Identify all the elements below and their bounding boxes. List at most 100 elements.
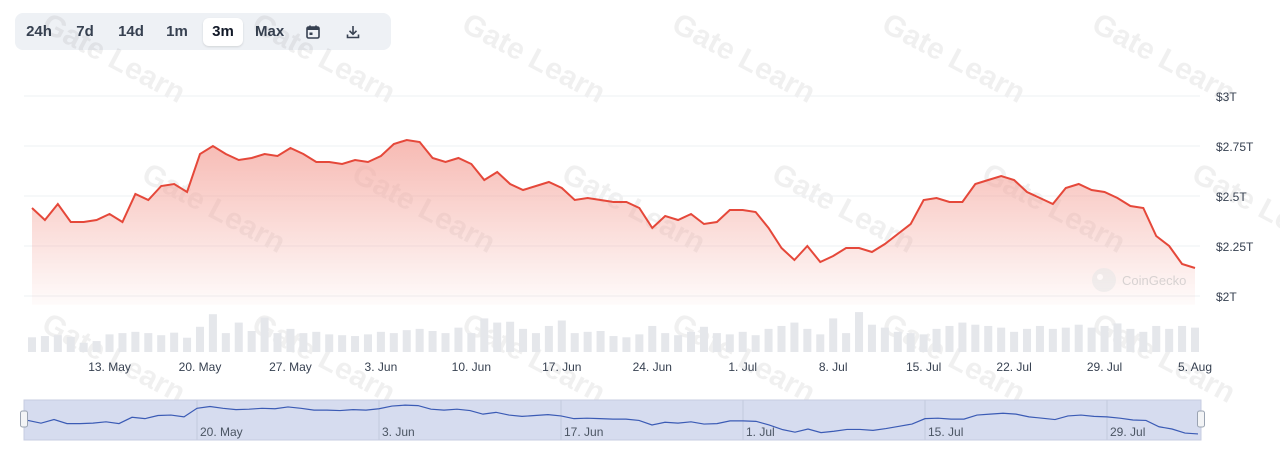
volume-bar xyxy=(906,333,915,352)
y-axis: $3T $2.75T $2.5T $2.25T $2T xyxy=(1216,90,1254,304)
volume-bar xyxy=(1126,328,1135,352)
volume-bar xyxy=(661,333,670,352)
volume-bar xyxy=(867,324,876,352)
volume-bar xyxy=(1087,327,1096,352)
volume-bar xyxy=(170,332,179,352)
watermark-text: Gate Learn xyxy=(37,7,191,110)
coingecko-label: CoinGecko xyxy=(1122,273,1186,288)
y-tick-label: $2.75T xyxy=(1216,140,1254,154)
x-tick-label: 8. Jul xyxy=(819,360,848,374)
navigator-tick-label: 20. May xyxy=(200,425,243,439)
y-tick-label: $2T xyxy=(1216,290,1237,304)
x-tick-label: 15. Jul xyxy=(906,360,941,374)
volume-bar xyxy=(402,330,411,352)
volume-bar xyxy=(338,335,347,352)
volume-bar xyxy=(531,333,540,352)
volume-bar xyxy=(299,333,308,352)
volume-layer xyxy=(27,312,1200,352)
volume-bar xyxy=(325,334,334,352)
navigator-handle-left[interactable] xyxy=(20,410,28,428)
timeframe-1m-button[interactable]: 1m xyxy=(157,18,197,46)
timeframe-24h-button[interactable]: 24h xyxy=(19,18,59,46)
volume-bar xyxy=(247,331,256,352)
volume-bar xyxy=(777,325,786,352)
volume-bar xyxy=(674,335,683,352)
volume-bar xyxy=(157,335,166,352)
volume-bar xyxy=(389,333,398,352)
volume-bar xyxy=(1152,325,1161,352)
volume-bar xyxy=(984,325,993,352)
volume-bar xyxy=(376,331,385,352)
volume-bar xyxy=(92,341,101,352)
volume-bar xyxy=(351,336,360,352)
volume-bar xyxy=(1139,331,1148,352)
volume-bar xyxy=(790,322,799,352)
volume-bar xyxy=(1178,325,1187,352)
navigator[interactable]: 20. May 3. Jun 17. Jun 1. Jul 15. Jul 29. Jul xyxy=(20,399,1205,441)
volume-bar xyxy=(428,331,437,352)
x-tick-label: 13. May xyxy=(88,360,131,374)
volume-bar xyxy=(441,333,450,352)
volume-bar xyxy=(234,322,243,352)
volume-bar xyxy=(635,334,644,352)
volume-bar xyxy=(945,325,954,352)
volume-bar xyxy=(519,328,528,352)
volume-bar xyxy=(583,331,592,352)
volume-bar xyxy=(1074,324,1083,352)
timeframe-7d-button[interactable]: 7d xyxy=(65,18,105,46)
volume-bar xyxy=(544,325,553,352)
watermark-text: Gate Learn xyxy=(247,7,401,110)
volume-bar xyxy=(273,333,282,352)
volume-bar xyxy=(1100,325,1109,352)
volume-bar xyxy=(971,324,980,352)
volume-bar xyxy=(751,335,760,352)
watermark-text: Gate Learn xyxy=(1087,307,1241,410)
volume-bar xyxy=(1190,327,1200,352)
volume-bar xyxy=(506,321,515,352)
volume-bar xyxy=(286,328,295,352)
x-axis: 13. May 20. May 27. May 3. Jun 10. Jun 17. Ju… xyxy=(88,360,1212,374)
timeframe-max-button[interactable]: Max xyxy=(249,18,290,46)
navigator-tick-label: 17. Jun xyxy=(564,425,603,439)
x-tick-label: 17. Jun xyxy=(542,360,581,374)
download-icon xyxy=(346,25,360,38)
x-tick-label: 29. Jul xyxy=(1087,360,1122,374)
calendar-button[interactable] xyxy=(296,18,330,46)
volume-bar xyxy=(363,334,372,352)
market-cap-line xyxy=(31,138,1196,269)
navigator-handle-right[interactable] xyxy=(1197,410,1205,428)
timeframe-14d-button[interactable]: 14d xyxy=(111,18,151,46)
watermark-text: Gate Learn xyxy=(877,7,1031,110)
volume-bar xyxy=(1165,328,1174,352)
volume-bar xyxy=(1035,325,1044,352)
volume-bar xyxy=(131,331,140,352)
volume-bar xyxy=(1061,327,1070,352)
watermark-text: Gate Learn xyxy=(457,307,611,410)
y-tick-label: $2.5T xyxy=(1216,190,1247,204)
x-tick-label: 3. Jun xyxy=(365,360,398,374)
download-button[interactable] xyxy=(336,18,370,46)
volume-bar xyxy=(803,328,812,352)
y-tick-label: $2.25T xyxy=(1216,240,1254,254)
watermark-text: Gate Learn xyxy=(877,307,1031,410)
volume-bar xyxy=(66,336,75,352)
navigator-line xyxy=(27,404,1199,435)
volume-bar xyxy=(725,334,734,352)
navigator-tick-label: 29. Jul xyxy=(1110,425,1145,439)
watermark-text: Gate Learn xyxy=(37,307,191,410)
volume-bar xyxy=(27,337,37,352)
x-tick-label: 27. May xyxy=(269,360,312,374)
volume-bar xyxy=(493,322,502,352)
volume-bar xyxy=(919,334,928,352)
y-tick-label: $3T xyxy=(1216,90,1237,104)
volume-bar xyxy=(221,333,230,352)
volume-bar xyxy=(764,328,773,352)
market-cap-area xyxy=(32,140,1195,305)
timeframe-3m-button[interactable]: 3m xyxy=(203,17,243,46)
volume-bar xyxy=(997,327,1006,352)
volume-bar xyxy=(195,326,204,352)
navigator-tick-label: 1. Jul xyxy=(746,425,775,439)
volume-bar xyxy=(260,317,269,352)
navigator-axis: 20. May 3. Jun 17. Jun 1. Jul 15. Jul 29. Jul xyxy=(196,400,1145,440)
